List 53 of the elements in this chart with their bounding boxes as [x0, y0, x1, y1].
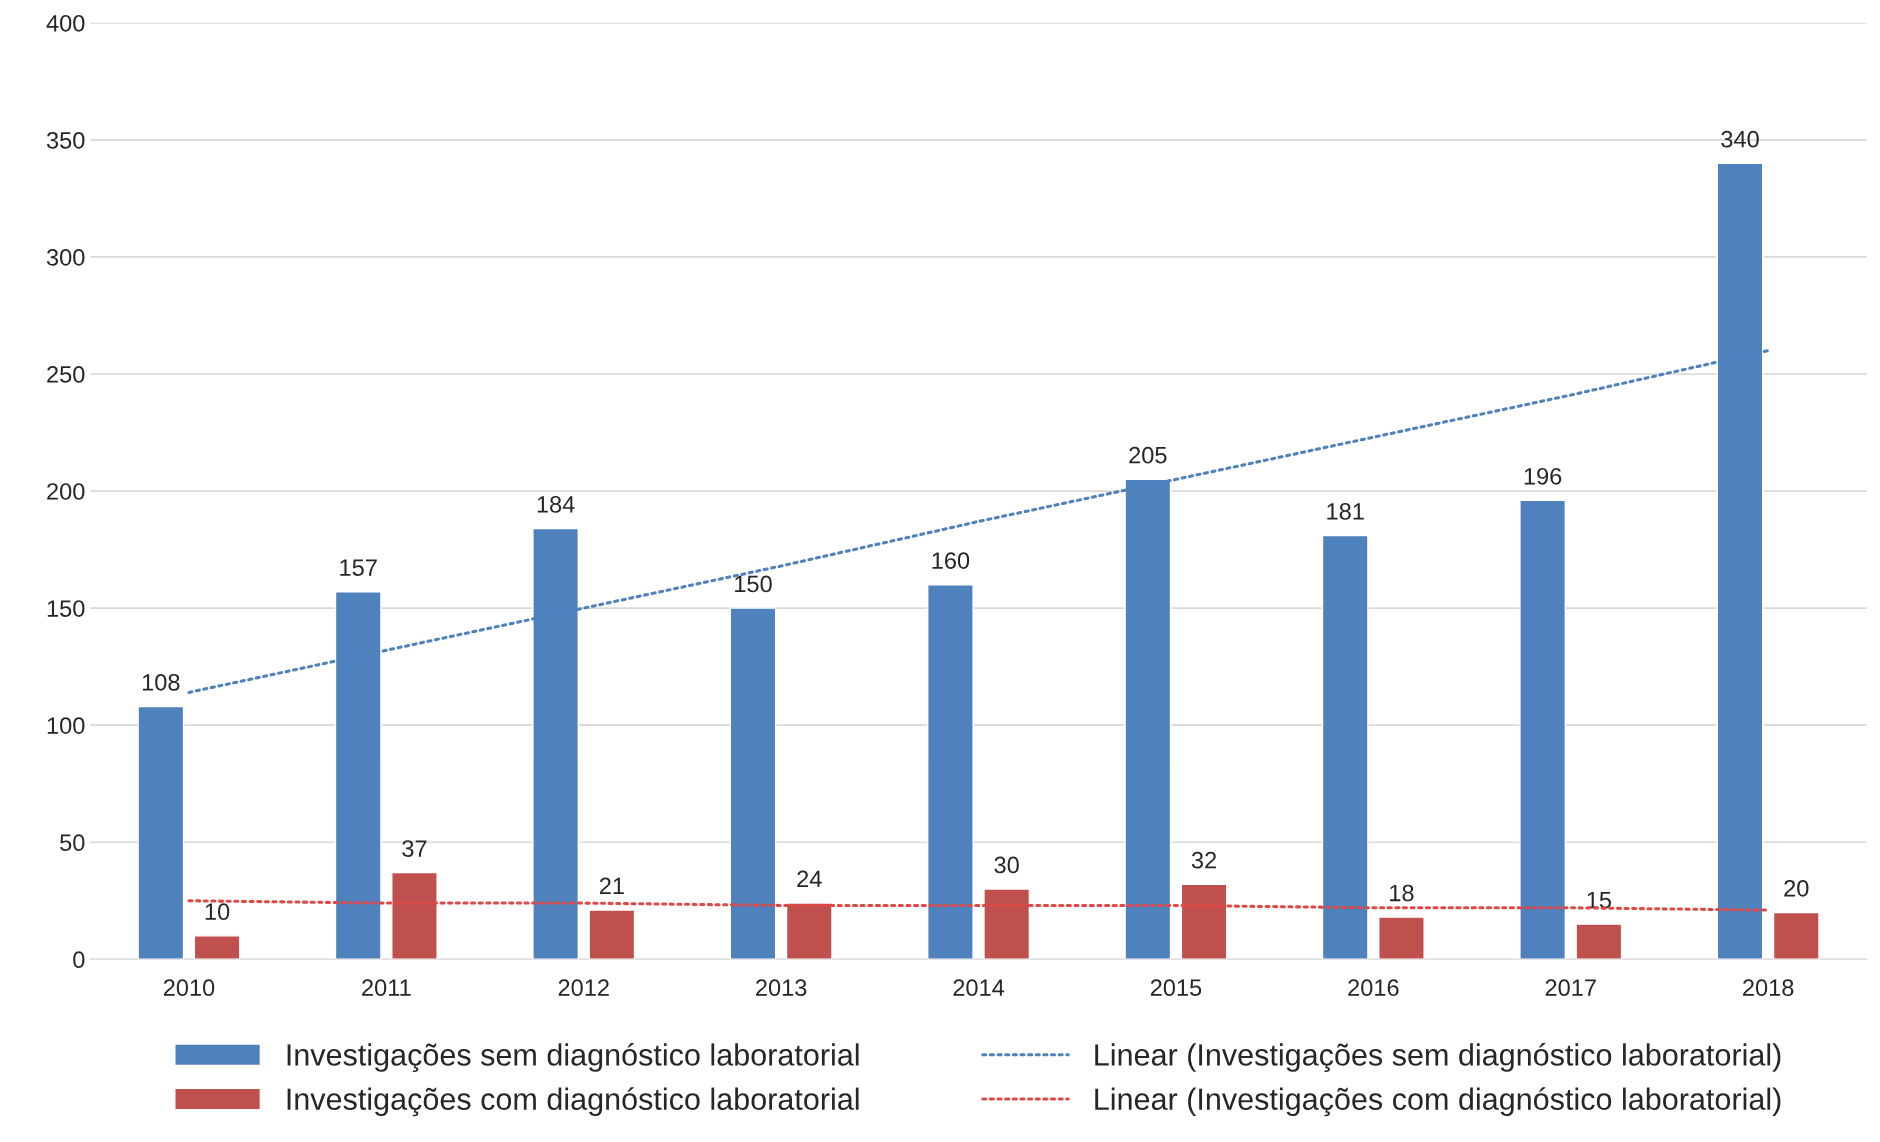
- y-tick-label: 350: [46, 131, 85, 149]
- data-label: 18: [1390, 884, 1414, 902]
- bar: [927, 584, 974, 960]
- data-label: 37: [402, 840, 427, 857]
- bar: [785, 902, 833, 960]
- bar: [1321, 534, 1369, 960]
- legend-label: Linear (Investigações com diagnóstico laboratorial): [1095, 1087, 1781, 1117]
- x-tick-label: 2018: [1743, 979, 1794, 997]
- y-tick-label: 100: [47, 717, 85, 734]
- data-label: 157: [340, 559, 377, 576]
- bar: [983, 888, 1031, 960]
- data-label: 181: [1327, 503, 1364, 520]
- y-tick-label: 250: [47, 366, 85, 383]
- bar: [1772, 911, 1820, 960]
- x-tick-label: 2016: [1348, 979, 1399, 997]
- data-label: 340: [1721, 130, 1759, 148]
- bar: [729, 607, 777, 960]
- data-label: 108: [142, 673, 180, 691]
- data-label: 10: [205, 903, 230, 921]
- y-tick-label: 300: [46, 249, 85, 266]
- y-tick-label: 50: [60, 834, 85, 852]
- data-label: 32: [1191, 851, 1217, 869]
- y-tick-label: 400: [46, 14, 85, 32]
- bar: [1180, 883, 1228, 960]
- bar: [1575, 923, 1623, 960]
- y-tick-label: 0: [73, 951, 85, 969]
- data-label: 205: [1129, 446, 1167, 464]
- bar: [1519, 499, 1567, 960]
- bar: [1378, 916, 1425, 960]
- data-label: 20: [1784, 879, 1809, 897]
- x-tick-label: 2014: [953, 979, 1005, 997]
- data-label: 196: [1524, 467, 1562, 485]
- data-label: 21: [599, 877, 624, 895]
- legend-label: Linear (Investigações sem diagnóstico laboratorial): [1095, 1042, 1781, 1072]
- bar: [193, 935, 241, 960]
- data-label: 184: [537, 496, 575, 513]
- x-tick-label: 2015: [1150, 979, 1202, 997]
- x-tick-label: 2013: [756, 979, 807, 997]
- data-label: 30: [994, 856, 1019, 874]
- bar: [137, 705, 185, 960]
- bar: [391, 871, 438, 960]
- data-label: 24: [797, 870, 822, 888]
- x-tick-label: 2010: [163, 979, 215, 997]
- x-tick-label: 2012: [558, 979, 609, 997]
- data-label: 160: [932, 552, 970, 569]
- bar: [588, 909, 636, 960]
- legend-label: Investigações com diagnóstico laboratorial: [287, 1087, 859, 1117]
- legend-label: Investigações sem diagnóstico laboratorial: [287, 1042, 859, 1072]
- x-tick-label: 2017: [1545, 979, 1596, 997]
- y-tick-label: 150: [47, 600, 85, 617]
- data-label: 150: [735, 575, 772, 593]
- x-tick-label: 2011: [362, 979, 411, 997]
- y-tick-label: 200: [47, 483, 85, 500]
